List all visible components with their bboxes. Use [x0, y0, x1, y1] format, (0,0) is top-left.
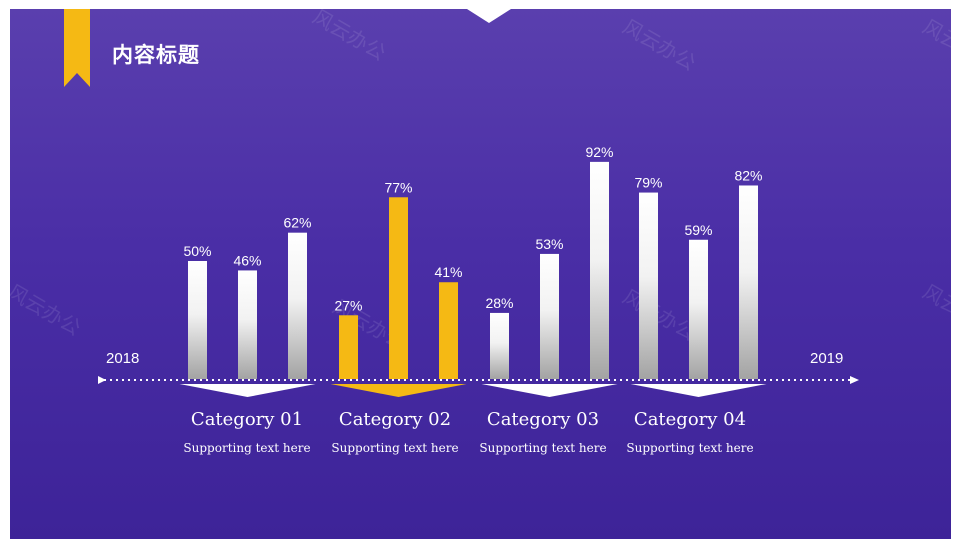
bar-value-label: 27% [334, 297, 362, 313]
bar-value-label: 50% [183, 243, 211, 259]
bar [288, 232, 307, 379]
category-label: Category 02 [338, 409, 452, 430]
top-notch [467, 9, 511, 23]
category-subtitle: Supporting text here [479, 441, 607, 455]
bar [188, 261, 207, 379]
bar-value-label: 92% [585, 144, 613, 160]
bar [389, 197, 408, 379]
bar [639, 192, 658, 379]
category-subtitle: Supporting text here [331, 441, 459, 455]
bar-value-label: 62% [283, 215, 311, 231]
category-label: Category 01 [190, 409, 304, 430]
category-pointer [630, 384, 767, 397]
bar [540, 253, 559, 379]
bar-value-label: 79% [634, 175, 662, 191]
category-subtitle: Supporting text here [626, 441, 754, 455]
category-label: Category 04 [633, 409, 747, 430]
bar-value-label: 82% [734, 167, 762, 183]
category-subtitle: Supporting text here [183, 441, 311, 455]
bar-value-label: 53% [535, 236, 563, 252]
timeline-start-arrow-icon [98, 376, 106, 384]
category-pointer [330, 384, 467, 397]
bar [439, 282, 458, 379]
timeline-start-label: 2018 [106, 350, 140, 367]
page-title: 内容标题 [112, 43, 200, 67]
category-pointer [481, 384, 618, 397]
timeline-end-label: 2019 [810, 350, 844, 367]
bar-value-label: 28% [485, 295, 513, 311]
bar-value-label: 59% [684, 222, 712, 238]
bar [739, 185, 758, 379]
timeline-end-arrow-icon [850, 376, 859, 384]
bar-value-label: 46% [233, 252, 261, 268]
slide: 内容标题 风云办公 风云办公 风云办公 风云办公 风云办公 风云办公 风云办公 [10, 9, 951, 539]
bar [689, 239, 708, 379]
bar [238, 270, 257, 379]
bar [339, 315, 358, 379]
bar [490, 312, 509, 379]
bar-value-label: 77% [384, 179, 412, 195]
bar [590, 161, 609, 379]
category-label: Category 03 [486, 409, 600, 430]
category-pointer [179, 384, 316, 397]
bar-value-label: 41% [434, 264, 462, 280]
